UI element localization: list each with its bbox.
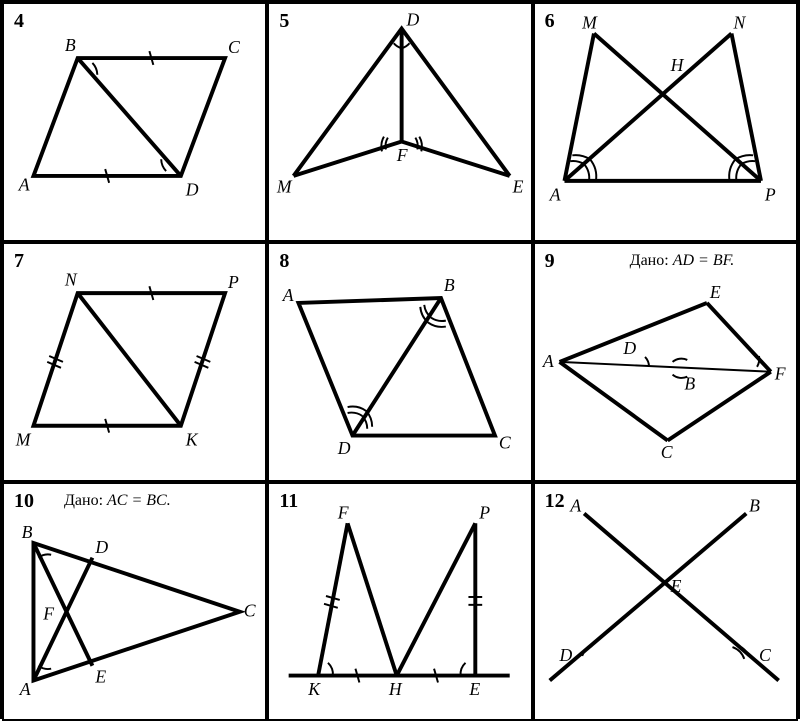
label-B: B xyxy=(444,275,455,295)
figure-10: B D C A E F xyxy=(4,484,265,720)
label-D: D xyxy=(622,338,636,358)
label-A: A xyxy=(542,351,554,371)
figure-7: N P M K xyxy=(4,244,265,480)
label-C: C xyxy=(499,432,511,452)
label-H: H xyxy=(388,679,403,699)
given-text: Дано: AC = BC. xyxy=(64,492,171,510)
label-E: E xyxy=(512,177,524,197)
figure-5: D M E F xyxy=(269,4,530,240)
label-K: K xyxy=(185,429,199,449)
cell-number: 11 xyxy=(279,490,298,513)
label-E: E xyxy=(94,666,106,686)
cell-number: 4 xyxy=(14,10,24,33)
label-F: F xyxy=(337,502,349,522)
cell-10: 10 Дано: AC = BC. B D C A E F xyxy=(2,482,267,721)
label-C: C xyxy=(228,37,240,57)
label-B: B xyxy=(684,373,695,393)
figure-12: A B E D C xyxy=(535,484,796,720)
label-H: H xyxy=(669,55,684,75)
diagram-grid: 4 A B C D 5 xyxy=(0,0,800,719)
cell-6: 6 M N H A P xyxy=(533,2,798,242)
cell-11: 11 F P K H E xyxy=(267,482,532,721)
cell-number: 9 xyxy=(545,250,555,273)
cell-9: 9 Дано: AD = BF. A D E B F C xyxy=(533,242,798,482)
label-A: A xyxy=(548,184,560,204)
cell-number: 6 xyxy=(545,10,555,33)
cell-8: 8 A B C D xyxy=(267,242,532,482)
label-K: K xyxy=(308,679,322,699)
label-M: M xyxy=(581,13,598,33)
label-F: F xyxy=(42,603,54,623)
label-D: D xyxy=(337,438,351,458)
label-A: A xyxy=(569,495,581,515)
cell-number: 8 xyxy=(279,250,289,273)
figure-4: A B C D xyxy=(4,4,265,240)
label-D: D xyxy=(185,180,199,200)
cell-number: 12 xyxy=(545,490,565,513)
cell-number: 7 xyxy=(14,250,24,273)
label-D: D xyxy=(94,536,108,556)
cell-number: 10 xyxy=(14,490,34,513)
label-N: N xyxy=(732,13,746,33)
label-A: A xyxy=(18,175,30,195)
label-A: A xyxy=(282,285,294,305)
cell-4: 4 A B C D xyxy=(2,2,267,242)
label-P: P xyxy=(764,184,776,204)
cell-7: 7 N P M K xyxy=(2,242,267,482)
label-P: P xyxy=(479,502,491,522)
label-B: B xyxy=(65,35,76,55)
given-eq: AD = BF. xyxy=(673,252,735,269)
label-A: A xyxy=(19,679,31,699)
label-D: D xyxy=(406,10,420,30)
cell-12: 12 A B E D C xyxy=(533,482,798,721)
label-E: E xyxy=(669,576,681,596)
figure-6: M N H A P xyxy=(535,4,796,240)
label-M: M xyxy=(15,429,32,449)
label-B: B xyxy=(22,522,33,542)
label-M: M xyxy=(276,177,293,197)
given-eq: AC = BC. xyxy=(107,492,171,509)
label-E: E xyxy=(469,679,481,699)
figure-11: F P K H E xyxy=(269,484,530,720)
label-E: E xyxy=(709,282,721,302)
label-D: D xyxy=(558,644,572,664)
label-N: N xyxy=(64,269,78,289)
label-B: B xyxy=(749,495,760,515)
figure-9: A D E B F C xyxy=(535,244,796,480)
label-F: F xyxy=(396,145,408,165)
cell-5: 5 D M E F xyxy=(267,2,532,242)
label-F: F xyxy=(773,363,785,383)
label-C: C xyxy=(759,644,771,664)
label-C: C xyxy=(660,442,672,462)
label-P: P xyxy=(227,272,239,292)
given-text: Дано: AD = BF. xyxy=(630,252,735,270)
label-C: C xyxy=(244,600,256,620)
cell-number: 5 xyxy=(279,10,289,33)
given-label: Дано: xyxy=(630,252,669,269)
given-label: Дано: xyxy=(64,492,103,509)
figure-8: A B C D xyxy=(269,244,530,480)
